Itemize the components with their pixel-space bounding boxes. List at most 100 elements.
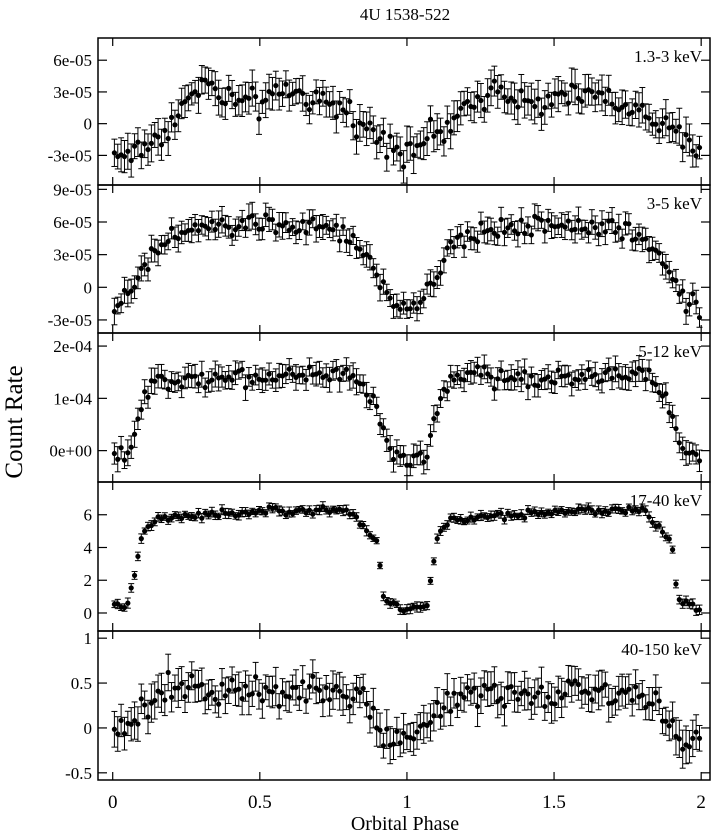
data-point	[559, 507, 565, 513]
data-point	[414, 729, 420, 735]
data-point	[606, 366, 612, 372]
data-point	[669, 124, 676, 130]
y-tick-label: -0.5	[65, 764, 92, 783]
data-point	[145, 714, 151, 720]
data-point	[643, 236, 649, 242]
y-tick-label: 0.5	[71, 674, 92, 693]
figure-title: 4U 1538-522	[360, 5, 450, 24]
data-point	[128, 288, 134, 294]
data-point	[431, 416, 437, 422]
data-point	[612, 229, 619, 236]
data-point	[340, 370, 346, 376]
data-point	[400, 300, 407, 306]
data-series	[111, 501, 703, 616]
data-point	[548, 511, 555, 517]
data-point	[559, 695, 565, 701]
data-point	[226, 85, 232, 91]
data-point	[242, 225, 249, 231]
data-point	[162, 377, 168, 383]
data-point	[633, 684, 639, 690]
data-point	[390, 456, 397, 462]
data-point	[636, 231, 642, 237]
data-point	[696, 607, 703, 613]
data-point	[643, 508, 649, 514]
data-point	[370, 127, 376, 133]
data-point	[501, 229, 508, 235]
data-point	[663, 718, 669, 724]
data-point	[165, 238, 171, 245]
data-point	[323, 373, 329, 379]
data-point	[128, 585, 134, 591]
data-point	[363, 126, 370, 132]
data-point	[327, 509, 333, 516]
data-point	[219, 374, 225, 380]
data-point	[286, 366, 292, 372]
data-point	[216, 95, 222, 101]
data-point	[609, 101, 615, 107]
data-point	[629, 109, 635, 115]
data-point	[226, 224, 232, 230]
data-point	[118, 445, 124, 451]
data-point	[377, 421, 383, 427]
data-point	[226, 374, 232, 380]
data-point	[394, 302, 400, 309]
data-point	[246, 511, 252, 518]
data-point	[437, 395, 444, 402]
data-point	[384, 437, 390, 443]
data-point	[168, 515, 175, 521]
y-tick-label: 3e-05	[53, 83, 92, 102]
data-point	[501, 517, 508, 523]
data-point	[528, 232, 534, 238]
data-point	[199, 371, 205, 377]
data-point	[142, 528, 148, 534]
data-point	[333, 114, 339, 120]
data-point	[279, 91, 286, 97]
data-point	[152, 519, 158, 525]
data-point	[165, 386, 171, 392]
data-point	[387, 295, 393, 301]
data-point	[165, 669, 171, 676]
data-point	[478, 97, 484, 104]
data-point	[569, 381, 575, 387]
data-point	[347, 98, 353, 105]
data-point	[155, 250, 161, 256]
data-point	[209, 80, 215, 86]
data-point	[185, 95, 191, 101]
data-point	[337, 376, 343, 382]
data-point	[683, 308, 689, 314]
data-point	[599, 90, 605, 96]
data-point	[152, 378, 158, 384]
data-point	[612, 698, 619, 704]
data-point	[592, 224, 598, 231]
data-point	[431, 133, 437, 139]
data-point	[424, 603, 430, 609]
data-point	[646, 367, 652, 373]
panel-0: 6e-05 3e-05 0 -3e-05 1.3-3 keV	[48, 37, 711, 186]
data-point	[222, 693, 228, 699]
data-point	[555, 367, 561, 373]
data-point	[347, 703, 353, 709]
data-point	[296, 695, 302, 701]
data-point	[313, 89, 319, 95]
data-point	[367, 120, 373, 126]
data-point	[340, 224, 346, 230]
data-point	[454, 372, 460, 378]
data-point	[659, 120, 666, 126]
data-point	[246, 374, 252, 380]
data-point	[690, 601, 696, 607]
data-point	[474, 94, 481, 100]
data-series	[111, 354, 703, 477]
data-point	[444, 245, 450, 251]
data-point	[656, 698, 662, 704]
data-point	[327, 377, 333, 383]
data-point	[249, 213, 255, 219]
x-tick-label: 2	[696, 792, 706, 813]
data-point	[589, 89, 595, 95]
data-point	[263, 510, 269, 516]
data-point	[673, 277, 679, 284]
data-point	[626, 504, 632, 510]
data-point	[306, 507, 313, 513]
data-point	[454, 702, 460, 708]
data-point	[323, 685, 329, 691]
data-point	[179, 680, 185, 687]
